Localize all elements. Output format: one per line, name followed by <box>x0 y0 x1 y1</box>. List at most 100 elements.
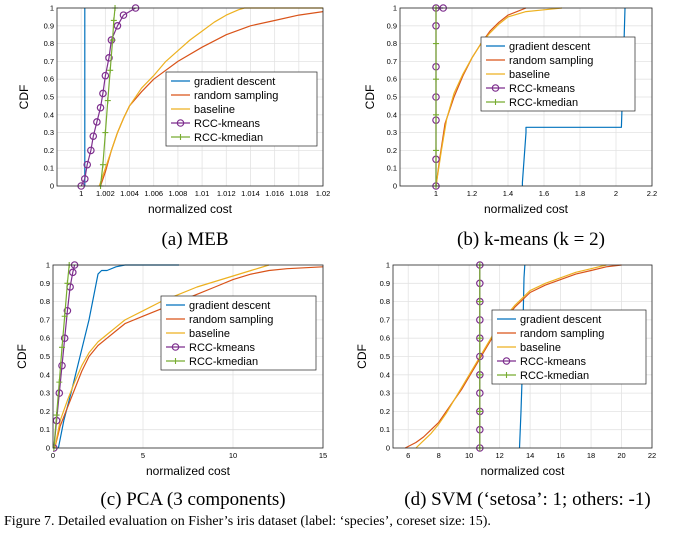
data-point-rcc-kmeans <box>60 334 69 343</box>
y-tick-label: 0.7 <box>380 315 390 324</box>
legend-marker <box>171 343 180 351</box>
data-point-rcc-kmedian <box>64 280 71 287</box>
legend-marker <box>177 134 184 140</box>
data-point-rcc-kmeans <box>99 89 107 98</box>
legend-entry: random sampling <box>194 90 278 102</box>
y-tick-label: 0.6 <box>387 75 397 84</box>
x-tick-label: 5 <box>141 451 145 460</box>
y-tick-label: 0.7 <box>387 57 397 66</box>
x-axis-label: normalized cost <box>484 202 569 216</box>
series-line-rcc-kmedian <box>99 7 116 187</box>
x-tick-label: 1 <box>434 189 438 198</box>
x-tick-label: 10 <box>229 451 237 460</box>
subplot-caption: (a) MEB <box>161 229 228 250</box>
x-tick-label: 20 <box>617 451 625 460</box>
x-tick-label: 14 <box>526 451 534 460</box>
y-tick-label: 0 <box>46 444 50 453</box>
legend-entry: RCC-kmeans <box>509 83 576 95</box>
data-point-rcc-kmeans <box>93 118 101 126</box>
y-axis-label: CDF <box>15 344 29 369</box>
y-tick-label: 0.8 <box>387 39 397 48</box>
legend-marker <box>172 358 179 364</box>
legend-entry: RCC-kmedian <box>189 356 258 368</box>
x-tick-label: 1.01 <box>195 189 210 198</box>
y-tick-label: 0.9 <box>40 279 50 288</box>
x-tick-label: 1.016 <box>265 189 284 198</box>
y-tick-label: 0.4 <box>40 370 50 379</box>
data-point-rcc-kmeans <box>55 389 64 397</box>
series-line-rcc-kmeans <box>80 7 136 187</box>
x-tick-label: 1.6 <box>539 189 549 198</box>
y-tick-label: 0 <box>386 444 390 453</box>
legend-entry: gradient descent <box>189 300 270 312</box>
x-axis-label: normalized cost <box>480 464 565 478</box>
y-tick-label: 0.7 <box>40 315 50 324</box>
subplot-caption: (c) PCA (3 components) <box>100 489 285 510</box>
legend-entry: RCC-kmeans <box>194 118 261 130</box>
data-point-rcc-kmedian <box>476 335 483 342</box>
data-point-rcc-kmeans <box>105 54 113 62</box>
data-point-rcc-kmedian <box>110 17 117 24</box>
y-tick-label: 0.6 <box>40 334 50 343</box>
x-tick-label: 16 <box>556 451 564 460</box>
legend-entry: random sampling <box>520 328 604 340</box>
legend-box <box>165 71 318 147</box>
legend-entry: baseline <box>194 104 235 116</box>
x-tick-label: 10 <box>465 451 473 460</box>
y-tick-label: 0 <box>393 182 397 191</box>
legend-marker <box>491 84 500 92</box>
legend-box <box>491 309 647 385</box>
y-axis-label: CDF <box>363 85 377 110</box>
legend-entry: baseline <box>520 342 561 354</box>
data-point-rcc-kmedian <box>476 408 483 415</box>
y-tick-label: 0.3 <box>380 389 390 398</box>
x-tick-label: 1.02 <box>316 189 331 198</box>
y-tick-label: 0.4 <box>387 110 397 119</box>
x-tick-label: 1.004 <box>120 189 139 198</box>
data-point-rcc-kmedian <box>109 37 116 44</box>
y-tick-label: 0.2 <box>387 146 397 155</box>
legend-entry: RCC-kmedian <box>194 132 263 144</box>
y-tick-label: 1 <box>386 261 390 270</box>
x-tick-label: 22 <box>648 451 656 460</box>
axes-frame <box>399 7 653 187</box>
series-layer <box>77 4 323 190</box>
y-tick-label: 0.9 <box>387 21 397 30</box>
x-tick-label: 0 <box>51 451 55 460</box>
subplot-1: 0 0.1 0.2 0.3 0.4 0.5 0.6 0.7 0.8 0.9 1 1 1.002 1.004… <box>17 4 330 251</box>
legend-entry: random sampling <box>509 55 593 67</box>
data-point-rcc-kmedian <box>433 147 439 154</box>
y-tick-label: 0.5 <box>44 93 54 102</box>
data-point-rcc-kmedian <box>104 97 111 104</box>
y-tick-label: 0.1 <box>380 425 390 434</box>
x-axis-label: normalized cost <box>148 202 233 216</box>
subplot-4: 00.10.20.30.40.50.60.70.80.916 8 10 12 14 16 1… <box>355 261 656 511</box>
y-tick-label: 0.7 <box>44 57 54 66</box>
data-point-rcc-kmeans <box>87 146 95 155</box>
legend-entry: gradient descent <box>509 41 590 53</box>
axes-frame <box>56 7 324 187</box>
series-layer <box>53 261 323 452</box>
y-tick-label: 0.8 <box>44 39 54 48</box>
legend-box <box>160 295 317 371</box>
data-point-rcc-kmeans <box>69 268 77 277</box>
data-point-rcc-kmedian <box>61 313 68 320</box>
y-tick-label: 0.1 <box>387 164 397 173</box>
series-line-random-sampling <box>54 266 323 449</box>
x-tick-label: 8 <box>437 451 441 460</box>
legend: gradient descent random sampling baseline R… <box>165 71 318 147</box>
x-tick-label: 12 <box>495 451 503 460</box>
legend-marker <box>492 99 499 105</box>
y-tick-label: 0.2 <box>380 407 390 416</box>
legend: gradient descent random sampling baseline R… <box>480 36 636 112</box>
data-point-rcc-kmedian <box>53 412 60 419</box>
legend-entry: RCC-kmedian <box>509 97 578 109</box>
y-tick-label: 0.3 <box>44 128 54 137</box>
x-tick-label: 1.008 <box>169 189 188 198</box>
data-point-rcc-kmedian <box>107 67 114 74</box>
x-tick-label: 1.4 <box>503 189 513 198</box>
legend-entry: RCC-kmedian <box>520 370 589 382</box>
y-axis-label: CDF <box>17 85 31 110</box>
legend-entry: baseline <box>189 328 230 340</box>
x-tick-label: 1.006 <box>144 189 163 198</box>
